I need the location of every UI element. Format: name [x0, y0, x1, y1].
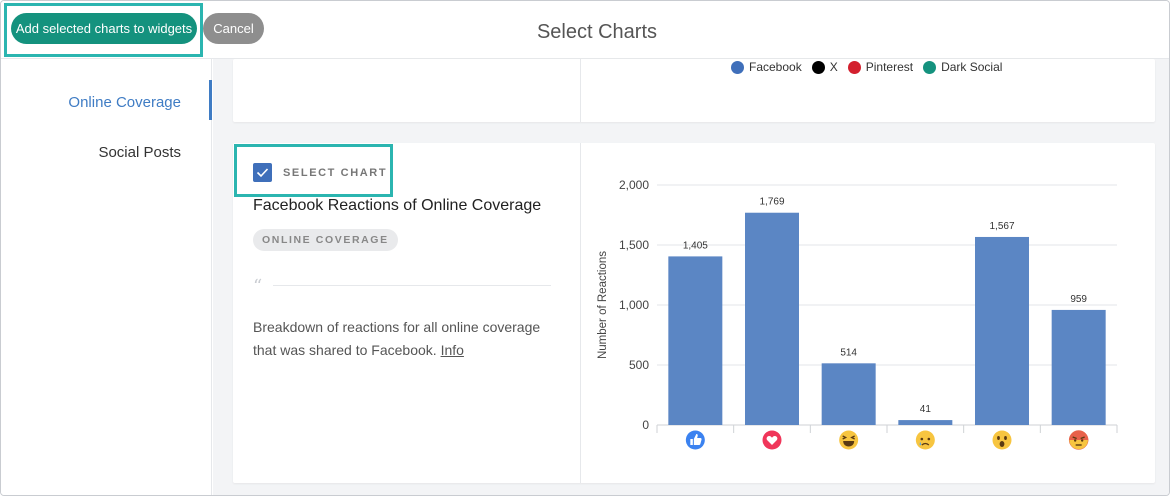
chart-legend: Facebook X Pinterest Dark Social — [731, 59, 1012, 75]
quote-icon: “ — [253, 276, 263, 297]
sidebar-item-online-coverage[interactable]: Online Coverage — [68, 94, 181, 111]
sidebar-item-social-posts[interactable]: Social Posts — [98, 144, 181, 161]
legend-item-x[interactable]: X — [811, 60, 838, 74]
legend-dot-pinterest — [847, 60, 861, 74]
bar — [1051, 309, 1106, 425]
legend-label: Dark Social — [941, 60, 1003, 74]
legend-item-dark-social[interactable]: Dark Social — [923, 60, 1002, 74]
main-content: Facebook X Pinterest Dark Social — [213, 59, 1169, 495]
data-label: 959 — [1070, 294, 1087, 305]
data-label: 1,567 — [989, 221, 1014, 232]
haha-icon — [839, 430, 859, 450]
legend-label: Facebook — [749, 60, 802, 74]
sidebar: Online Coverage Social Posts — [1, 59, 212, 495]
highlight-add-button — [4, 3, 203, 57]
data-label: 514 — [840, 347, 857, 358]
legend-dot-x — [811, 60, 825, 74]
header: Add selected charts to widgets Cancel Se… — [1, 1, 1169, 59]
sad-icon — [915, 430, 935, 450]
data-label: 1,769 — [759, 197, 784, 208]
angry-icon — [1068, 430, 1089, 450]
description-text: Breakdown of reactions for all online co… — [253, 319, 541, 358]
bar — [745, 212, 799, 425]
y-tick-label: 1,500 — [619, 238, 649, 252]
reactions-bar-chart: 0 500 1,000 1,500 2,000 Number of Reactions 1,… — [597, 178, 1118, 450]
quote-divider — [273, 285, 551, 286]
bar — [975, 236, 1029, 425]
select-chart-label[interactable]: SELECT CHART — [283, 167, 388, 179]
legend-label: Pinterest — [865, 60, 914, 74]
legend-item-pinterest[interactable]: Pinterest — [847, 60, 914, 74]
legend-item-facebook[interactable]: Facebook — [731, 60, 802, 74]
bar — [898, 420, 953, 425]
category-tag: ONLINE COVERAGE — [253, 229, 398, 251]
y-tick-label: 2,000 — [619, 178, 649, 192]
select-chart-checkbox[interactable] — [253, 163, 272, 182]
chart-card-facebook-reactions: SELECT CHART Facebook Reactions of Onlin… — [233, 143, 1155, 483]
chart-card-previous: Facebook X Pinterest Dark Social — [233, 59, 1155, 122]
love-icon — [762, 430, 782, 450]
card-divider — [580, 59, 581, 122]
y-tick-label: 500 — [629, 358, 649, 372]
legend-dot-facebook — [731, 60, 744, 74]
page-title: Select Charts — [536, 21, 658, 43]
bar — [821, 363, 876, 425]
wow-icon — [992, 430, 1012, 450]
y-tick-label: 1,000 — [619, 298, 649, 312]
bar — [668, 256, 723, 425]
checkmark-icon — [256, 168, 269, 178]
data-label: 41 — [920, 404, 932, 415]
data-label: 1,405 — [683, 240, 708, 251]
info-link[interactable]: Info — [440, 342, 464, 358]
y-tick-label: 0 — [642, 418, 649, 432]
legend-dot-dark-social — [923, 60, 937, 74]
like-icon — [685, 430, 705, 450]
card-divider — [580, 143, 581, 483]
chart-description: Breakdown of reactions for all online co… — [253, 316, 553, 362]
chart-title: Facebook Reactions of Online Coverage — [253, 197, 542, 214]
highlight-select-chart — [234, 144, 393, 197]
legend-label: X — [829, 60, 838, 74]
add-selected-charts-button[interactable]: Add selected charts to widgets — [11, 13, 197, 44]
cancel-button[interactable]: Cancel — [203, 13, 264, 44]
active-indicator — [209, 80, 212, 120]
y-axis-label: Number of Reactions — [597, 251, 609, 359]
